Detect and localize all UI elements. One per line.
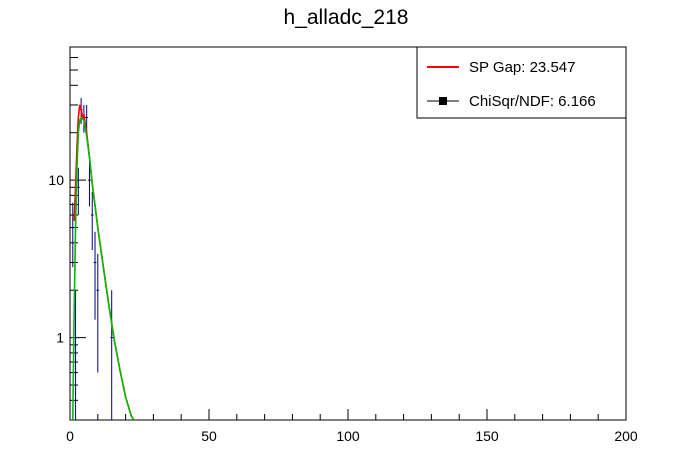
axis-ticks: 0 50 100 150 200 1 10: [48, 46, 638, 444]
legend-label: ChiSqr/NDF: 6.166: [469, 93, 596, 110]
legend-entry: ChiSqr/NDF: 6.166: [427, 93, 596, 110]
x-tick-label: 150: [475, 428, 499, 444]
histogram-bin: [90, 192, 94, 251]
histogram-bin: [74, 290, 77, 420]
y-tick-label: 10: [48, 172, 64, 188]
histogram-bin: [88, 161, 91, 207]
legend-marker: [439, 97, 447, 105]
legend-entry: SP Gap: 23.547: [427, 59, 575, 76]
fit-curves: [71, 104, 135, 420]
histogram: [71, 97, 114, 420]
legend: SP Gap: 23.547 ChiSqr/NDF: 6.166: [416, 46, 627, 119]
fit-curve-0: [73, 104, 135, 420]
legend-box: [416, 46, 627, 119]
chart-title: h_alladc_218: [284, 6, 409, 29]
x-tick-label: 0: [66, 428, 74, 444]
histogram-bin: [71, 202, 75, 268]
y-tick-label: 1: [56, 330, 64, 346]
x-tick-label: 200: [614, 428, 638, 444]
x-tick-label: 50: [201, 428, 217, 444]
histogram-bin: [76, 167, 80, 216]
legend-label: SP Gap: 23.547: [469, 59, 575, 76]
fit-curve-1: [71, 116, 135, 420]
x-tick-label: 100: [336, 428, 360, 444]
histogram-bin: [96, 253, 100, 373]
histogram-bin: [93, 231, 97, 320]
